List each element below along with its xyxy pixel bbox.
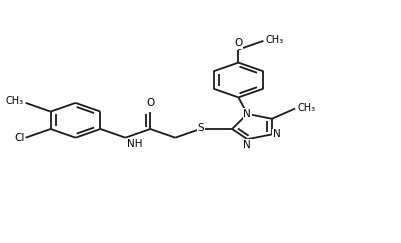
- Text: N: N: [243, 140, 251, 150]
- Text: CH₃: CH₃: [6, 96, 24, 106]
- Text: CH₃: CH₃: [265, 35, 283, 45]
- Text: O: O: [234, 38, 242, 48]
- Text: Cl: Cl: [14, 133, 24, 143]
- Text: N: N: [272, 129, 280, 139]
- Text: CH₃: CH₃: [296, 103, 314, 113]
- Text: NH: NH: [127, 139, 142, 149]
- Text: S: S: [197, 123, 204, 133]
- Text: N: N: [243, 109, 251, 119]
- Text: O: O: [146, 98, 154, 108]
